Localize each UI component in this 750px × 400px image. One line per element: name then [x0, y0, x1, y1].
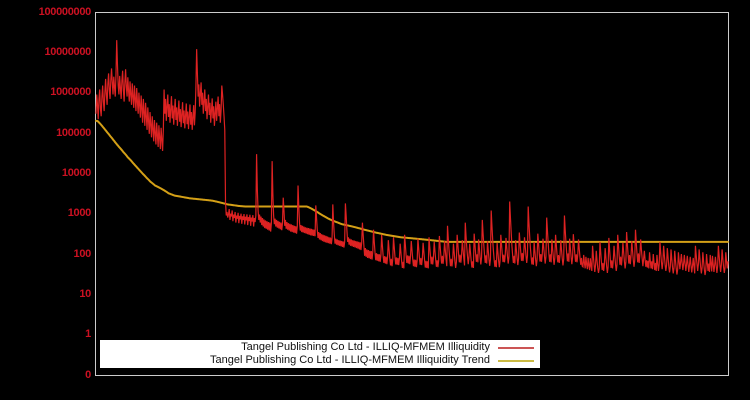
y-tick-label: 100000000: [38, 5, 92, 18]
y-tick-label: 100000: [56, 126, 91, 139]
plot-frame: [95, 12, 729, 376]
y-tick-label: 10000: [61, 166, 91, 179]
y-tick-label: 1000: [67, 207, 92, 220]
chart-legend: Tangel Publishing Co Ltd - ILLIQ-MFMEM I…: [100, 340, 540, 368]
y-tick-label: 1: [85, 328, 91, 341]
y-tick-label: 100: [73, 247, 92, 260]
legend-item-illiquidity[interactable]: Tangel Publishing Co Ltd - ILLIQ-MFMEM I…: [100, 341, 540, 354]
legend-swatch-illiquidity-trend: [498, 359, 534, 362]
illiquidity-line: [95, 40, 729, 276]
legend-label-illiquidity-trend: Tangel Publishing Co Ltd - ILLIQ-MFMEM I…: [209, 354, 490, 366]
legend-label-illiquidity: Tangel Publishing Co Ltd - ILLIQ-MFMEM I…: [241, 341, 490, 353]
trend-line: [95, 119, 729, 243]
legend-item-illiquidity-trend[interactable]: Tangel Publishing Co Ltd - ILLIQ-MFMEM I…: [100, 354, 540, 367]
y-tick-label: 0: [85, 368, 91, 381]
y-tick-label: 1000000: [50, 86, 91, 99]
series-lines: [95, 40, 729, 276]
legend-swatch-illiquidity: [498, 346, 534, 349]
y-tick-label: 10000000: [44, 45, 91, 58]
y-tick-label: 10: [79, 287, 91, 300]
